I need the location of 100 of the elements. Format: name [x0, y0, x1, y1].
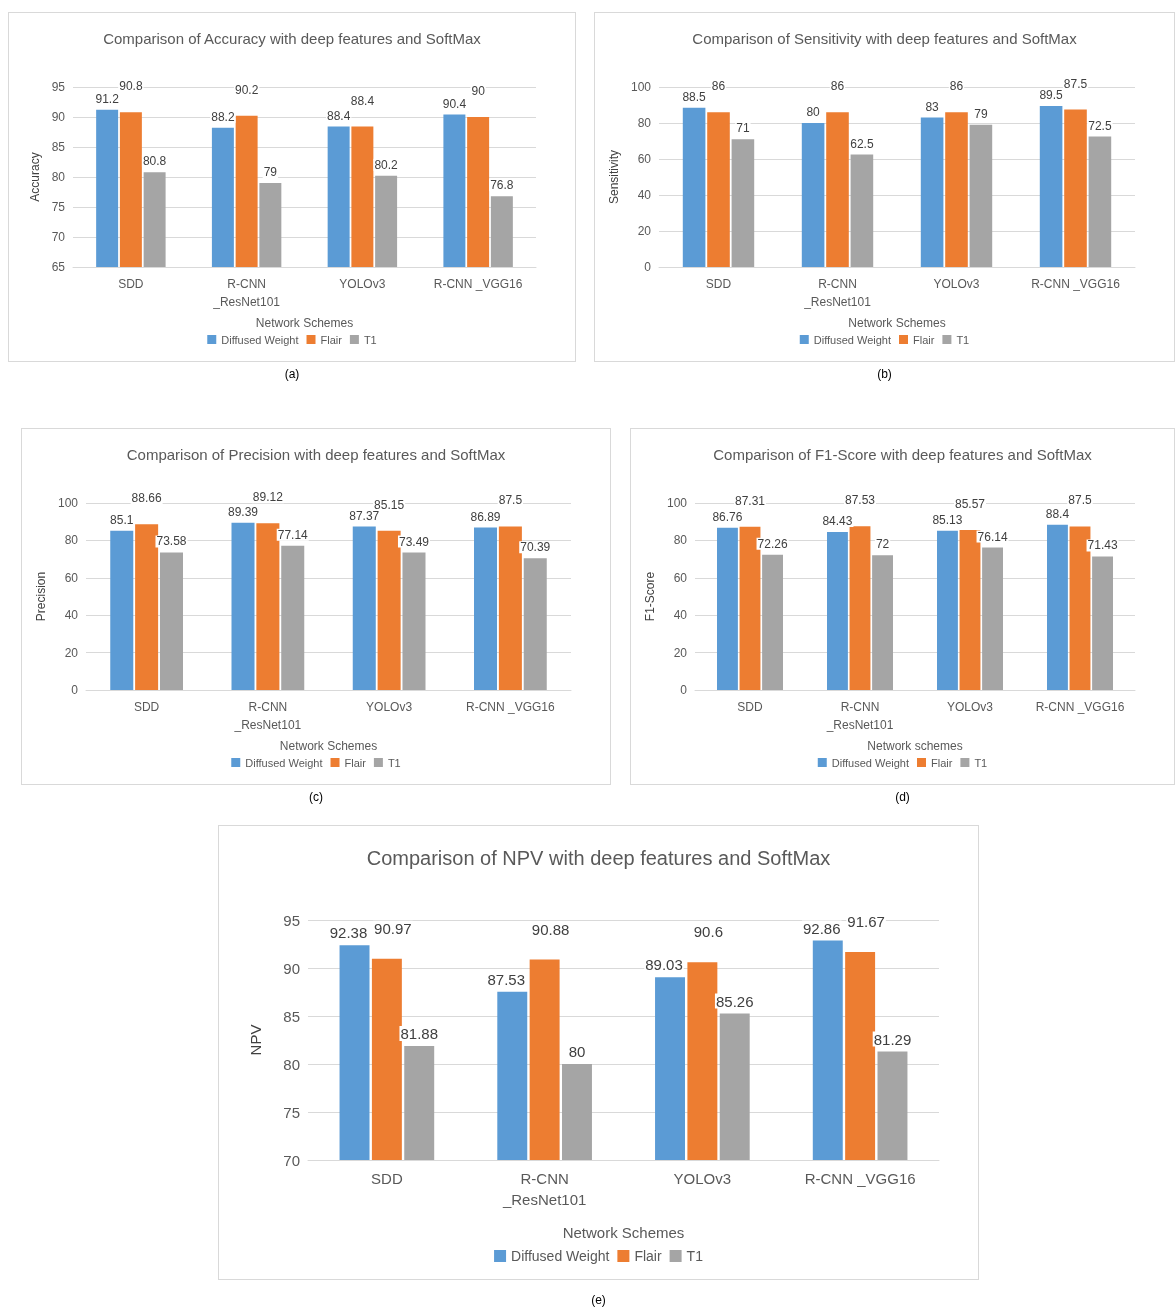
x-tick-label: SDD	[705, 277, 732, 291]
data-label: 86	[949, 79, 964, 94]
data-label: 87.53	[844, 493, 876, 508]
data-label: 87.31	[734, 493, 766, 508]
bar	[231, 522, 255, 690]
data-label: 80	[806, 105, 821, 119]
data-label: 92.86	[803, 919, 841, 937]
y-axis-title: NPV	[247, 1024, 264, 1056]
x-tick-label: YOLOv3	[673, 1170, 732, 1187]
x-tick-label: R-CNN _ResNet101	[803, 277, 872, 309]
legend-label: T1	[363, 333, 377, 346]
x-axis-title: Network schemes	[867, 739, 963, 753]
data-label: 81.29	[873, 1030, 912, 1048]
data-label: 90.97	[374, 919, 412, 937]
legend-label: Diffused Weight	[831, 756, 910, 769]
y-tick-label: 100	[630, 80, 652, 94]
bar	[498, 526, 522, 690]
data-label: 92.38	[329, 924, 368, 942]
x-tick-label: R-CNN _VGG16	[466, 700, 556, 714]
x-tick-label: R-CNN _VGG16	[433, 277, 523, 291]
y-tick-label: 75	[51, 200, 66, 214]
bar	[717, 527, 738, 690]
x-tick-label: R-CNN _VGG16	[1035, 700, 1125, 714]
text: (b)	[877, 367, 892, 381]
data-label: 88.66	[131, 491, 162, 506]
bar	[352, 526, 376, 690]
legend-label: Diffused Weight	[245, 756, 323, 769]
y-axis-title: F1-Score	[643, 571, 658, 622]
y-tick-label: 60	[637, 152, 652, 166]
bar	[256, 523, 280, 690]
bar	[1092, 556, 1113, 690]
legend-label: Flair	[931, 756, 953, 769]
bar	[969, 124, 993, 267]
data-label: 88.5	[682, 89, 707, 104]
x-tick-label: YOLOv3	[946, 700, 994, 714]
data-label: 80.2	[374, 157, 399, 172]
data-label: 71.43	[1087, 538, 1118, 553]
y-axis-title: Sensitivity	[607, 149, 622, 205]
bar	[135, 524, 159, 690]
y-tick-label: 40	[673, 608, 688, 623]
x-tick-label: YOLOv3	[366, 700, 413, 714]
y-tick-label: 80	[51, 170, 66, 184]
data-label: 89.12	[252, 490, 284, 505]
y-tick-label: 75	[283, 1103, 300, 1121]
y-tick-label: 20	[64, 645, 79, 660]
data-label: 85.13	[932, 512, 963, 527]
legend-label: T1	[974, 756, 988, 769]
legend-label: Flair	[913, 333, 935, 346]
y-tick-label: 0	[680, 683, 688, 697]
x-axis-title: Network Schemes	[848, 316, 946, 330]
y-axis-title: Precision	[34, 571, 49, 622]
chart-title: Comparison of Precision with deep features and SoftMax	[126, 446, 506, 463]
data-label: 71	[736, 121, 750, 136]
data-label: 87.5	[1068, 493, 1092, 508]
bar	[849, 526, 871, 690]
bar	[1039, 105, 1063, 267]
bar	[1047, 524, 1068, 690]
data-label: 72.5	[1088, 118, 1112, 133]
x-axis-title: Network Schemes	[279, 739, 378, 753]
data-label: 86	[830, 79, 845, 94]
y-tick-label: 80	[637, 116, 652, 130]
data-label: 62.5	[850, 136, 874, 151]
data-label: 91.67	[847, 912, 885, 930]
x-tick-label: SDD	[118, 277, 144, 291]
data-label: 81.88	[400, 1024, 438, 1042]
x-tick-label: R-CNN _ResNet101	[233, 700, 302, 732]
x-tick-label: R-CNN _ResNet101	[825, 700, 894, 732]
legend-label: Diffused Weight	[813, 333, 892, 346]
bar	[110, 530, 134, 690]
legend-label: Flair	[320, 333, 343, 346]
bar	[762, 554, 783, 690]
y-tick-label: 60	[673, 570, 688, 585]
bar	[920, 117, 944, 267]
legend-label: T1	[956, 333, 970, 346]
bar	[872, 555, 893, 690]
x-axis-title: Network Schemes	[255, 316, 354, 330]
bar	[850, 154, 874, 267]
bar	[827, 532, 848, 690]
y-tick-label: 85	[51, 140, 66, 154]
data-label: 76.8	[490, 178, 514, 193]
y-tick-label: 90	[283, 959, 300, 977]
bar	[731, 139, 755, 267]
data-label: 88.4	[1045, 506, 1070, 521]
data-label: 80.8	[142, 154, 167, 169]
data-label: 79	[263, 165, 278, 179]
data-label: 88.4	[350, 93, 375, 108]
data-label: 87.5	[1063, 76, 1088, 91]
bar	[826, 112, 849, 267]
legend-label: Diffused Weight	[221, 333, 299, 346]
y-tick-label: 40	[64, 608, 79, 623]
x-tick-label: R-CNN _ResNet101	[501, 1170, 587, 1208]
data-label: 72	[875, 537, 890, 552]
data-label: 73.58	[156, 534, 187, 549]
bar	[402, 552, 426, 690]
legend-label: Diffused Weight	[511, 1248, 610, 1264]
data-label: 90.2	[234, 82, 259, 97]
data-label: 89.03	[645, 956, 683, 974]
y-tick-label: 0	[71, 683, 79, 697]
y-tick-label: 95	[51, 80, 66, 94]
x-tick-label: YOLOv3	[339, 277, 386, 291]
